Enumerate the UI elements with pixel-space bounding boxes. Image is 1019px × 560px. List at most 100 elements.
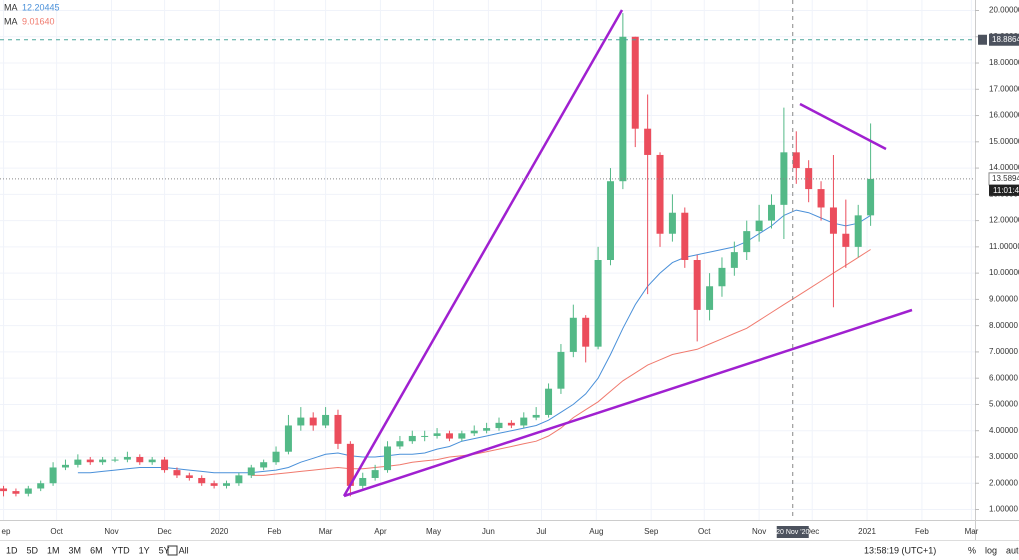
timeframe-button[interactable]: 1Y (139, 545, 150, 555)
candle-body (371, 470, 379, 478)
candle-body (359, 477, 367, 486)
y-tick-label: 1.00000 (989, 505, 1018, 514)
candle-body (582, 317, 590, 347)
candle-body (668, 212, 676, 234)
candle-body (619, 36, 627, 182)
candle-body (235, 475, 243, 484)
toolbar: 1D 5D 1M 3M 6M YTD 1Y 5Y All 13:58:19 (UTC+1)% log… (6, 545, 1019, 556)
candle-body (470, 430, 478, 434)
candle-body (86, 459, 94, 463)
x-tick-label: Nov (752, 527, 766, 536)
candle-body (718, 267, 726, 287)
x-tick-label: Jul (536, 527, 546, 536)
candle-body (817, 189, 825, 208)
candle-body (111, 459, 119, 461)
x-tick-label: Apr (374, 527, 387, 536)
candle-body (99, 459, 107, 463)
scale-option[interactable]: % (968, 545, 976, 555)
timeframe-button[interactable]: 5Y (159, 545, 170, 555)
trend-line (343, 308, 913, 498)
candle-body (842, 233, 850, 247)
y-tick-label: 12.00000 (989, 216, 1019, 225)
x-tick-label: Sep (644, 527, 659, 536)
candle-body (173, 470, 181, 476)
candle-body (272, 451, 280, 463)
timeframe-button[interactable]: YTD (112, 545, 131, 555)
scale-option[interactable]: auto (1006, 545, 1019, 555)
crosshair-price-box (989, 33, 1019, 46)
candle-body (384, 446, 392, 471)
candle-body (148, 459, 156, 463)
legend-ma-name: MA (4, 2, 18, 12)
candle-body (495, 422, 503, 429)
x-tick-label: Oct (698, 527, 711, 536)
candle-body (792, 152, 800, 169)
x-tick-label: Jun (482, 527, 495, 536)
candle-body (309, 417, 317, 426)
candle-body (545, 388, 553, 415)
x-tick-label: May (426, 527, 441, 536)
candle-body (483, 428, 491, 431)
timeframe-button[interactable]: All (179, 545, 189, 555)
candle-body (37, 483, 45, 489)
crosshair-date-box (776, 526, 809, 538)
candle-body (284, 425, 292, 452)
x-tick-label: Oct (50, 527, 63, 536)
candle-body (507, 422, 515, 426)
candle-body (606, 181, 614, 260)
y-tick-label: 2.00000 (989, 478, 1018, 487)
crosshair-date-label: 20 Nov '20 (776, 529, 809, 536)
y-tick-label: 10.00000 (989, 268, 1019, 277)
trend-line (342, 9, 624, 497)
timeframe-button[interactable]: 3M (69, 545, 82, 555)
candle-body (334, 414, 342, 444)
timeframe-button[interactable]: 1D (6, 545, 18, 555)
timeframe-button[interactable]: 1M (47, 545, 60, 555)
candle-body (74, 459, 82, 465)
y-tick-label: 11.00000 (989, 242, 1019, 251)
y-tick-label: 20.00000 (989, 6, 1019, 15)
legend-ma-value: 9.01640 (22, 16, 55, 26)
grid: 1.00000 2.00000 3.00000 4.00000 5.00000 6.000… (0, 0, 1019, 536)
candle-body (445, 433, 453, 439)
y-tick-label: 9.00000 (989, 295, 1018, 304)
last-price-label: 13.58943 (992, 174, 1019, 183)
legend-ma-value: 12.20445 (22, 2, 60, 12)
y-tick-label: 4.00000 (989, 426, 1018, 435)
candle-body (854, 215, 862, 247)
candle-body (458, 433, 466, 439)
y-tick-label: 18.00000 (989, 58, 1019, 67)
y-tick-label: 3.00000 (989, 452, 1018, 461)
candle-body (755, 220, 763, 232)
candle-body (210, 483, 218, 486)
countdown-box (989, 184, 1019, 196)
crosshair-add-button[interactable] (978, 34, 987, 45)
date-range-button[interactable] (167, 545, 178, 556)
candle-body (681, 212, 689, 260)
x-tick-label: Mar (965, 527, 979, 536)
timeframe-button[interactable]: 6M (90, 545, 103, 555)
candle-body (297, 417, 305, 426)
x-tick-label: Feb (267, 527, 281, 536)
scale-option[interactable]: log (985, 545, 997, 555)
y-tick-label: 7.00000 (989, 347, 1018, 356)
candle-body (631, 36, 639, 129)
candle-body (408, 435, 416, 442)
candle-body (322, 414, 330, 426)
candle-body (396, 441, 404, 447)
x-tick-label: Feb (915, 527, 929, 536)
plot (0, 13, 875, 497)
candle-body (0, 488, 8, 492)
candle-body (743, 231, 751, 253)
candle-body (185, 475, 193, 478)
candle-body (768, 204, 776, 221)
candle-body (829, 207, 837, 234)
moving-average-line (77, 209, 871, 474)
y-tick-label: 5.00000 (989, 400, 1018, 409)
clock: 13:58:19 (UTC+1) (864, 545, 936, 555)
candle-body (346, 443, 354, 486)
x-tick-label: 2020 (211, 527, 229, 536)
timeframe-button[interactable]: 5D (27, 545, 39, 555)
moving-average-line (251, 249, 871, 476)
